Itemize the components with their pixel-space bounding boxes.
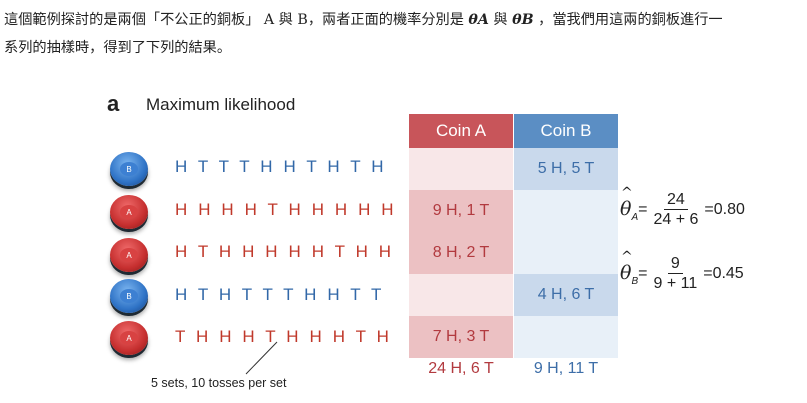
toss-sequence: H H H H T H H H H H <box>175 200 397 219</box>
coin-label: A <box>120 331 138 345</box>
coin-a-icon: A <box>110 238 148 272</box>
panel-title: Maximum likelihood <box>146 95 296 114</box>
theta-a-symbol: θA <box>468 12 489 28</box>
equals-sign: = <box>638 201 648 218</box>
coin-a-cell: 9 H, 1 T <box>409 190 513 232</box>
denominator: 9 + 11 <box>653 274 698 292</box>
coin-a-cell: 8 H, 2 T <box>409 232 513 274</box>
toss-sequence: H T H T T T H H T T <box>175 285 385 304</box>
equals-sign: = <box>638 265 648 282</box>
coin-label: B <box>120 289 138 303</box>
coin-label: A <box>120 205 138 219</box>
annotation-pointer-line <box>245 341 278 375</box>
coin-b-cell <box>514 232 618 274</box>
coin-b-icon: B <box>110 152 148 186</box>
coin-b-cell: 5 H, 5 T <box>514 148 618 190</box>
coin-a-header: Coin A <box>409 114 513 148</box>
coin-label: B <box>120 162 138 176</box>
coin-b-total: 9 H, 11 T <box>533 360 599 377</box>
theta-b-symbol: θB <box>512 12 534 28</box>
coin-b-cell: 4 H, 6 T <box>514 274 618 316</box>
coin-b-letter: B <box>297 12 308 28</box>
theta-symbol: θ <box>620 261 632 284</box>
coin-a-icon: A <box>110 321 148 355</box>
coin-a-icon: A <box>110 195 148 229</box>
intro-paragraph: 這個範例探討的是兩個「不公正的銅板」 A 與 B，兩者正面的機率分別是 θA 與… <box>4 6 800 62</box>
intro-and-1: 與 <box>278 12 293 28</box>
theta-subscript: A <box>631 211 639 223</box>
intro-line-1: 這個範例探討的是兩個「不公正的銅板」 A 與 B，兩者正面的機率分別是 θA 與… <box>4 6 800 34</box>
coin-b-cell <box>514 190 618 232</box>
estimate-a-result: =0.80 <box>704 201 745 218</box>
toss-sequence: T H H H T H H H T H <box>175 327 392 346</box>
coin-label: A <box>120 248 138 262</box>
numerator: 9 <box>667 255 683 274</box>
coin-b-cell <box>514 316 618 358</box>
theta-symbol: θ <box>620 197 632 220</box>
coin-a-letter: A <box>263 12 275 28</box>
panel-letter: a <box>107 91 120 116</box>
coin-a-cell: 7 H, 3 T <box>409 316 513 358</box>
numerator: 24 <box>664 191 688 210</box>
intro-text-2: ，兩者正面的機率分別是 <box>307 12 464 28</box>
estimate-b-result: =0.45 <box>703 265 744 282</box>
annotation-text: 5 sets, 10 tosses per set <box>151 376 287 390</box>
theta-hat-a: ^ θA <box>620 185 639 223</box>
intro-and-2: 與 <box>493 12 508 28</box>
denominator: 24 + 6 <box>653 210 699 228</box>
theta-subscript: B <box>631 275 639 287</box>
coin-a-total: 24 H, 6 T <box>428 360 494 377</box>
estimate-a-equation: ^ θA = 24 24 + 6 =0.80 <box>620 185 745 232</box>
intro-text-3: ，當我們用這兩的銅板進行一 <box>538 12 723 28</box>
fraction: 24 24 + 6 <box>650 191 701 230</box>
intro-line-2: 系列的抽樣時，得到了下列的結果。 <box>4 40 232 56</box>
coin-b-header: Coin B <box>514 114 618 148</box>
intro-text-1: 這個範例探討的是兩個「不公正的銅板」 <box>4 12 260 28</box>
hat-symbol: ^ <box>621 184 633 201</box>
theta-hat-b: ^ θB <box>620 249 639 287</box>
coin-b-icon: B <box>110 279 148 313</box>
toss-sequence: H T H H H H H T H H <box>175 242 395 261</box>
toss-sequence: H T T T H H T H T H <box>175 157 387 176</box>
coin-a-cell <box>409 148 513 190</box>
hat-symbol: ^ <box>621 248 633 265</box>
coin-a-cell <box>409 274 513 316</box>
